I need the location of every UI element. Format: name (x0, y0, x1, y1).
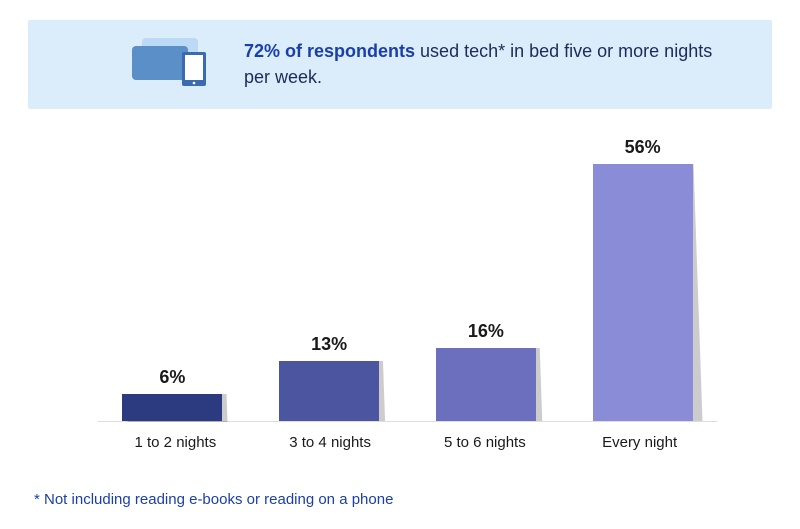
bar (593, 164, 693, 421)
bar (122, 394, 222, 422)
bar-group: 13% (255, 334, 404, 421)
bar (436, 348, 536, 421)
x-axis-label: 5 to 6 nights (408, 434, 563, 451)
bar-value-label: 56% (625, 137, 661, 158)
bar-value-label: 16% (468, 321, 504, 342)
x-axis-label: 3 to 4 nights (253, 434, 408, 451)
bar-group: 56% (568, 137, 717, 421)
footnote: * Not including reading e-books or readi… (28, 491, 772, 508)
info-banner: 72% of respondents used tech* in bed fiv… (28, 20, 772, 109)
bar (279, 361, 379, 421)
bar-group: 16% (412, 321, 561, 421)
bar-group: 6% (98, 367, 247, 422)
banner-text: 72% of respondents used tech* in bed fiv… (244, 39, 724, 89)
x-axis-label: Every night (562, 434, 717, 451)
x-axis-label: 1 to 2 nights (98, 434, 253, 451)
bar-value-label: 6% (159, 367, 185, 388)
bar-chart: 6%13%16%56% 1 to 2 nights3 to 4 nights5 … (28, 147, 772, 457)
banner-strong: 72% of respondents (244, 41, 415, 61)
pillow-tablet-icon (128, 34, 216, 95)
bar-value-label: 13% (311, 334, 347, 355)
